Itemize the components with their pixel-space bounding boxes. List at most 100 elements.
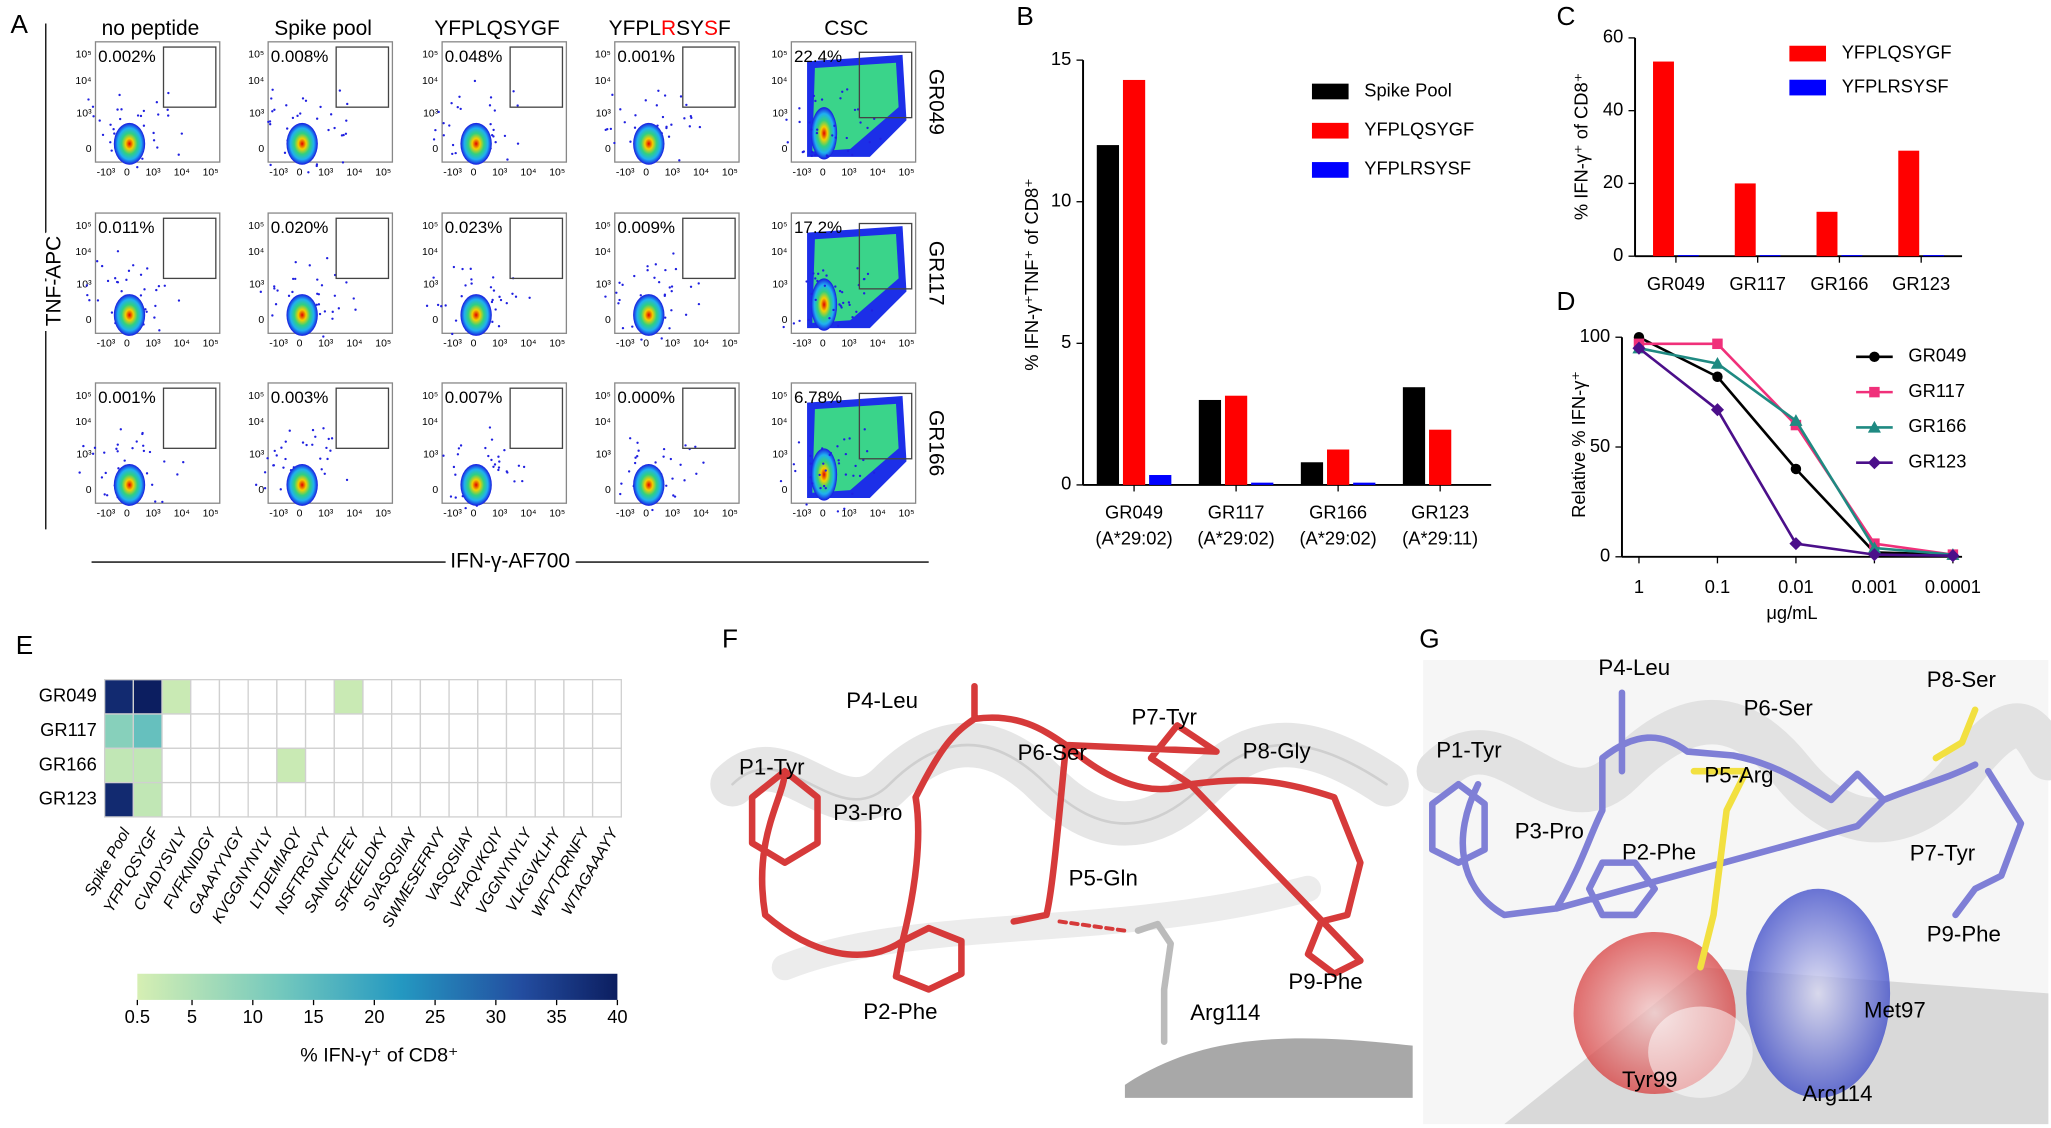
y-tick-label: 10⁴ xyxy=(771,76,787,87)
event-dot xyxy=(810,292,813,296)
event-dot xyxy=(320,284,324,287)
event-dot xyxy=(103,451,106,454)
bar xyxy=(1677,255,1699,257)
residue-label: P9-Phe xyxy=(1927,922,2001,947)
event-dot xyxy=(448,124,451,127)
event-dot xyxy=(136,165,139,169)
event-dot xyxy=(163,284,166,287)
x-tick-label: 10³ xyxy=(145,508,161,519)
event-dot xyxy=(841,90,844,93)
x-tick-label: 10⁵ xyxy=(549,167,565,178)
event-dot xyxy=(112,128,115,131)
y-tick-label: 10³ xyxy=(249,280,265,291)
event-dot xyxy=(631,325,634,328)
y-tick-label: 10⁴ xyxy=(248,76,264,87)
x-tick-label: 10⁴ xyxy=(693,167,709,178)
event-dot xyxy=(314,435,317,438)
event-dot xyxy=(832,308,835,312)
flow-plot: 10⁵ 10⁴ 10³ 0 -10³ 0 10³ 10⁴ 10⁵ 0.020% xyxy=(248,212,394,350)
y-axis-label: Relative % IFN-γ⁺ xyxy=(1568,371,1589,518)
y-tick-label: 10 xyxy=(1051,190,1071,211)
plot-frame xyxy=(267,212,394,334)
event-dot xyxy=(263,471,267,474)
event-dot xyxy=(270,97,273,100)
density xyxy=(810,278,838,331)
y-tick-label: 10³ xyxy=(772,450,788,461)
residue-label: P4-Leu xyxy=(846,688,918,713)
y-tick-label: 10⁴ xyxy=(771,247,787,258)
panel-letter: B xyxy=(1016,1,1033,31)
event-dot xyxy=(833,124,836,128)
event-dot xyxy=(116,443,119,446)
gate-percent: 0.048% xyxy=(445,47,503,66)
gate xyxy=(335,387,390,449)
event-dot xyxy=(145,310,148,313)
heat-cell xyxy=(391,747,422,784)
x-tick-label: 10⁴ xyxy=(870,167,886,178)
y-tick-label: 5 xyxy=(1061,331,1071,352)
event-dot xyxy=(497,466,501,469)
event-dot xyxy=(697,282,700,285)
bar xyxy=(1149,475,1172,485)
event-dot xyxy=(316,292,319,295)
x-tick-label: -10³ xyxy=(443,339,462,350)
x-tick-label: 0 xyxy=(297,508,303,519)
y-tick-label: 100 xyxy=(1580,325,1611,346)
event-dot xyxy=(325,256,329,260)
y-tick-label: 10⁵ xyxy=(422,391,438,402)
colorbar-tick-label: 40 xyxy=(607,1006,627,1027)
event-dot xyxy=(452,265,456,269)
point xyxy=(1790,463,1802,475)
event-dot xyxy=(157,285,161,288)
x-tick-label: 10⁴ xyxy=(174,339,190,350)
event-dot xyxy=(491,320,494,324)
event-dot xyxy=(633,274,636,278)
x-tick-label: 10⁵ xyxy=(375,508,391,519)
event-dot xyxy=(856,108,860,111)
y-tick-label: 0 xyxy=(782,315,788,326)
heat-cell xyxy=(391,713,422,749)
heat-cell xyxy=(419,679,450,715)
event-dot xyxy=(836,445,839,448)
event-dot xyxy=(615,291,618,294)
heat-cell xyxy=(103,747,135,784)
event-dot xyxy=(498,460,501,463)
x-tick-label: 0.001 xyxy=(1852,576,1898,597)
x-tick-label: 0.1 xyxy=(1705,576,1730,597)
y-tick-label: 10³ xyxy=(76,280,92,291)
y-tick-label: 0 xyxy=(1061,473,1071,494)
bar xyxy=(1300,462,1324,485)
event-dot xyxy=(333,294,337,297)
panel-letter: C xyxy=(1557,1,1576,31)
event-dot xyxy=(619,492,622,496)
panel-letter: G xyxy=(1419,623,1439,653)
legend-label: GR117 xyxy=(1908,380,1965,401)
panel-letter: A xyxy=(10,9,28,39)
event-dot xyxy=(78,471,81,474)
event-dot xyxy=(454,151,457,155)
event-dot xyxy=(613,141,616,145)
event-dot xyxy=(844,452,848,456)
event-dot xyxy=(811,482,814,485)
event-dot xyxy=(139,294,143,297)
event-dot xyxy=(464,506,467,510)
event-dot xyxy=(116,108,119,111)
event-dot xyxy=(834,136,838,139)
event-dot xyxy=(865,450,869,453)
legend-label: YFPLQSYGF xyxy=(1842,41,1952,62)
colorbar-tick-label: 35 xyxy=(546,1006,566,1027)
event-dot xyxy=(862,292,866,295)
y-tick-label: 0 xyxy=(258,144,264,155)
legend-swatch xyxy=(1789,79,1827,96)
event-dot xyxy=(284,457,287,461)
x-tick-label: -10³ xyxy=(443,508,462,519)
heat-cell xyxy=(304,713,335,749)
x-tick-label: 10⁵ xyxy=(375,167,391,178)
y-tick-label: 0 xyxy=(605,485,611,496)
event-dot xyxy=(273,449,276,453)
event-dot xyxy=(516,104,519,107)
residue-label: P5-Gln xyxy=(1069,866,1138,891)
event-dot xyxy=(331,310,334,314)
event-dot xyxy=(663,94,667,97)
density xyxy=(460,122,492,165)
